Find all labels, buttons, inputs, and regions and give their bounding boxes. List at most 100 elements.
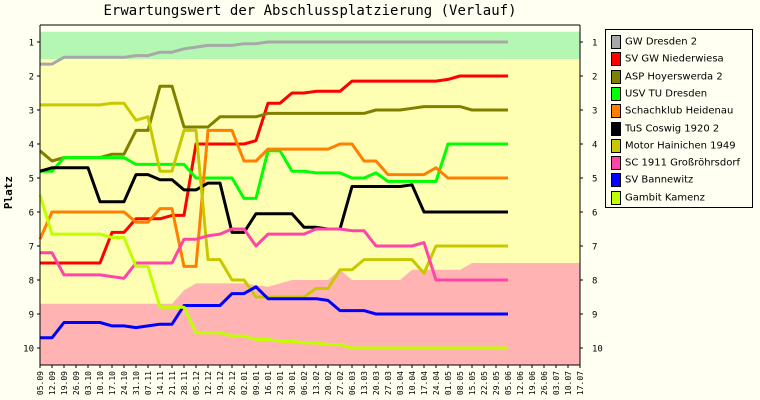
y-tick-label-left: 4 bbox=[29, 141, 34, 151]
x-tick-label: 29.05 bbox=[492, 371, 501, 395]
legend-swatch bbox=[611, 190, 621, 205]
y-tick-label-left: 6 bbox=[29, 209, 34, 219]
y-tick-label-left: 9 bbox=[29, 311, 34, 321]
series-line-7 bbox=[40, 227, 508, 282]
legend-swatch bbox=[611, 35, 621, 49]
x-tick-label: 19.06 bbox=[528, 371, 537, 395]
y-tick-label-right: 4 bbox=[592, 141, 597, 151]
chart-title: Erwartungswert der Abschlussplatzierung … bbox=[103, 3, 517, 19]
legend-item: Gambit Kamenz bbox=[611, 190, 705, 205]
x-tick-label: 19.09 bbox=[60, 371, 69, 395]
y-tick-label-right: 10 bbox=[592, 345, 603, 355]
legend-label: Gambit Kamenz bbox=[625, 192, 705, 204]
x-tick-label: 12.06 bbox=[516, 371, 525, 395]
legend-swatch bbox=[611, 173, 621, 188]
x-tick-label: 05.12 bbox=[192, 371, 201, 395]
background-band-2 bbox=[40, 263, 580, 365]
y-tick-label-right: 1 bbox=[592, 39, 597, 49]
legend-item: SV GW Niederwiesa bbox=[611, 52, 724, 67]
x-tick-label: 06.03 bbox=[348, 371, 357, 395]
y-tick-label-right: 6 bbox=[592, 209, 597, 219]
x-tick-label: 09.01 bbox=[252, 371, 261, 395]
y-tick-label-right: 5 bbox=[592, 175, 597, 185]
legend-item: Motor Hainichen 1949 bbox=[611, 138, 736, 153]
y-axis-label: Platz bbox=[2, 175, 16, 210]
x-tick-label: 31.10 bbox=[132, 371, 141, 395]
x-tick-label: 15.05 bbox=[468, 371, 477, 395]
legend-item: ASP Hoyerswerda 2 bbox=[611, 69, 723, 84]
y-tick-label-left: 8 bbox=[29, 277, 34, 287]
x-tick-label: 20.03 bbox=[372, 371, 381, 395]
y-tick-label-left: 3 bbox=[29, 107, 34, 117]
legend-label: SV Bannewitz bbox=[625, 174, 694, 186]
x-tick-label: 10.04 bbox=[408, 371, 417, 395]
legend-label: SV GW Niederwiesa bbox=[625, 53, 724, 65]
x-tick-label: 06.02 bbox=[300, 371, 309, 395]
x-tick-label: 10.10 bbox=[96, 371, 105, 395]
x-tick-label: 23.01 bbox=[276, 371, 285, 395]
y-tick-label-right: 7 bbox=[592, 243, 597, 253]
x-tick-label: 05.09 bbox=[36, 371, 45, 395]
background-band-0 bbox=[40, 31, 580, 59]
y-tick-label-left: 5 bbox=[29, 175, 34, 185]
x-tick-label: 27.02 bbox=[336, 371, 345, 395]
x-tick-label: 17.10 bbox=[108, 371, 117, 395]
x-tick-label: 13.02 bbox=[312, 371, 321, 395]
x-tick-label: 27.03 bbox=[384, 371, 393, 395]
legend: GW Dresden 2 SV GW Niederwiesa ASP Hoyersw… bbox=[605, 29, 753, 208]
x-tick-label: 24.04 bbox=[432, 371, 441, 395]
legend-label: SC 1911 Großröhrsdorf bbox=[625, 157, 740, 169]
series-line-8 bbox=[40, 285, 508, 340]
x-tick-label: 01.05 bbox=[444, 371, 453, 395]
legend-item: SV Bannewitz bbox=[611, 173, 694, 188]
x-tick-label: 16.01 bbox=[264, 371, 273, 395]
x-tick-label: 13.03 bbox=[360, 371, 369, 395]
x-tick-label: 28.11 bbox=[180, 371, 189, 395]
y-tick-label-left: 1 bbox=[29, 39, 34, 49]
y-tick-label-left: 2 bbox=[29, 73, 34, 83]
legend-swatch bbox=[611, 104, 621, 119]
x-tick-label: 30.01 bbox=[288, 371, 297, 395]
legend-swatch bbox=[611, 69, 621, 84]
legend-swatch bbox=[611, 121, 621, 136]
series-line-1 bbox=[40, 74, 508, 265]
x-tick-label: 26.12 bbox=[228, 371, 237, 395]
series-line-3 bbox=[40, 142, 508, 200]
x-tick-label: 26.06 bbox=[540, 371, 549, 395]
legend-label: USV TU Dresden bbox=[625, 88, 708, 100]
legend-label: Schachklub Heidenau bbox=[625, 105, 734, 117]
x-ticks: 05.09 12.09 19.09 26.09 03.10 10.10 17.10 24.10… bbox=[36, 365, 585, 395]
y-tick-label-right: 2 bbox=[592, 73, 597, 83]
legend-item: GW Dresden 2 bbox=[611, 35, 697, 49]
y-tick-label-left: 10 bbox=[23, 345, 34, 355]
legend-label: TuS Coswig 1920 2 bbox=[625, 123, 720, 134]
x-tick-label: 22.05 bbox=[480, 371, 489, 395]
x-tick-label: 12.12 bbox=[204, 371, 213, 395]
x-tick-label: 07.11 bbox=[144, 371, 153, 395]
x-tick-label: 17.07 bbox=[576, 371, 585, 395]
background-band-1 bbox=[40, 59, 580, 304]
x-tick-label: 03.10 bbox=[84, 371, 93, 395]
y-tick-label-right: 8 bbox=[592, 277, 597, 287]
legend-label: GW Dresden 2 bbox=[625, 36, 698, 48]
x-tick-label: 03.04 bbox=[396, 371, 405, 395]
x-tick-label: 26.09 bbox=[72, 371, 81, 395]
x-tick-label: 24.10 bbox=[120, 371, 129, 395]
legend-label: ASP Hoyerswerda 2 bbox=[625, 71, 723, 83]
series-line-0 bbox=[40, 40, 508, 66]
x-tick-label: 08.05 bbox=[456, 371, 465, 395]
x-tick-label: 05.06 bbox=[504, 371, 513, 395]
y-tick-label-left: 7 bbox=[29, 243, 34, 253]
legend-item: SC 1911 Großröhrsdorf bbox=[611, 156, 740, 171]
x-tick-label: 03.07 bbox=[552, 371, 561, 395]
legend-label: Motor Hainichen 1949 bbox=[625, 140, 736, 152]
legend-swatch bbox=[611, 156, 621, 171]
series-line-5 bbox=[39, 166, 508, 234]
series-line-9 bbox=[38, 194, 508, 350]
x-tick-label: 14.11 bbox=[156, 371, 165, 395]
legend-item: Schachklub Heidenau bbox=[611, 104, 734, 119]
x-tick-label: 21.11 bbox=[168, 371, 177, 395]
y-tick-label-right: 3 bbox=[592, 107, 597, 117]
series-line-2 bbox=[39, 84, 508, 163]
